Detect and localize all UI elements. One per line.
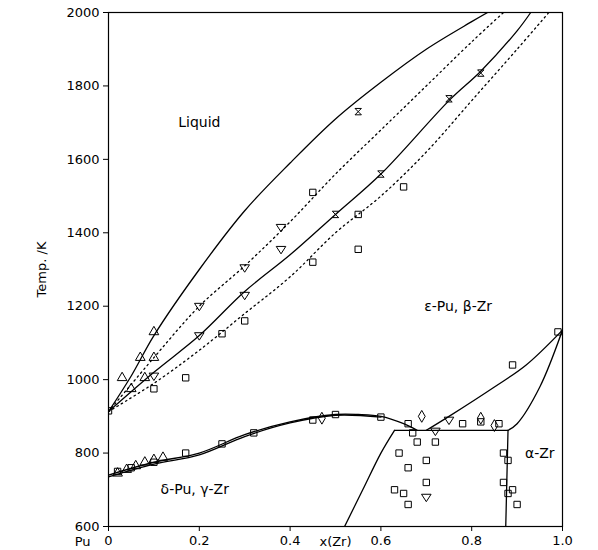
svg-text:δ-Pu, γ-Zr: δ-Pu, γ-Zr	[161, 481, 230, 497]
svg-text:Pu: Pu	[75, 534, 91, 549]
svg-text:ε-Pu, β-Zr: ε-Pu, β-Zr	[424, 298, 492, 314]
svg-text:α-Zr: α-Zr	[525, 445, 555, 461]
svg-text:0.6: 0.6	[371, 533, 392, 548]
svg-text:x(Zr): x(Zr)	[319, 534, 351, 549]
svg-text:1200: 1200	[66, 298, 99, 313]
svg-text:1400: 1400	[66, 225, 99, 240]
svg-text:2000: 2000	[66, 5, 99, 20]
svg-text:1.0: 1.0	[552, 533, 573, 548]
svg-text:1600: 1600	[66, 152, 99, 167]
svg-text:0: 0	[104, 533, 112, 548]
svg-text:800: 800	[75, 445, 100, 460]
svg-text:Liquid: Liquid	[178, 114, 220, 130]
svg-text:1800: 1800	[66, 78, 99, 93]
svg-text:Temp. /K: Temp. /K	[34, 241, 49, 298]
svg-text:0.2: 0.2	[189, 533, 210, 548]
svg-text:0.4: 0.4	[280, 533, 301, 548]
svg-text:1000: 1000	[66, 372, 99, 387]
svg-text:600: 600	[75, 519, 100, 534]
svg-text:0.8: 0.8	[461, 533, 482, 548]
